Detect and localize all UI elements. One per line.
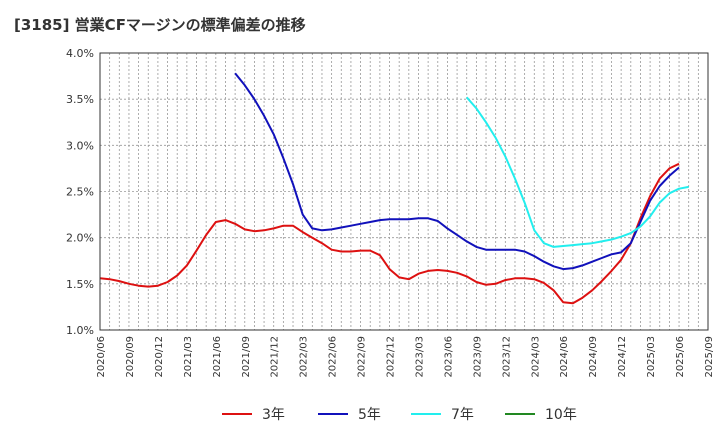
x-tick-label: 2020/06	[96, 336, 107, 378]
x-tick-label: 2021/09	[241, 336, 252, 378]
plot-frame	[99, 52, 709, 331]
y-tick-label: 2.0%	[66, 232, 94, 245]
legend-label-2: 7年	[451, 407, 474, 423]
grid	[100, 53, 708, 330]
x-tick-label: 2023/06	[443, 336, 454, 378]
legend-label-0: 3年	[262, 407, 285, 423]
x-tick-label: 2021/03	[183, 336, 194, 378]
series-line-2	[465, 96, 689, 248]
x-tick-label: 2024/12	[617, 336, 628, 378]
x-tick-label: 2022/12	[386, 336, 397, 378]
x-tick-label: 2025/09	[704, 336, 715, 378]
x-tick-label: 2022/09	[357, 336, 368, 378]
x-tick-label: 2023/12	[501, 336, 512, 378]
x-tick-label: 2021/12	[270, 336, 281, 378]
legend: 3年 5年 7年 10年	[222, 407, 577, 423]
y-tick-label: 4.0%	[66, 47, 94, 60]
series-line-1	[234, 72, 680, 271]
y-tick-label: 1.5%	[66, 278, 94, 291]
legend-label-1: 5年	[358, 407, 381, 423]
x-tick-label: 2025/03	[646, 336, 657, 378]
x-tick-label: 2023/09	[472, 336, 483, 378]
y-axis: 1.0% 1.5% 2.0% 2.5% 3.0% 3.5% 4.0%	[66, 47, 94, 337]
x-tick-label: 2024/09	[588, 336, 599, 378]
x-axis: 2020/06 2020/09 2020/12 2021/03 2021/06 2021/…	[96, 336, 715, 378]
x-tick-label: 2024/03	[530, 336, 541, 378]
series-lines	[99, 72, 689, 305]
chart-title: [3185] 営業CFマージンの標準偏差の推移	[14, 16, 306, 34]
x-tick-label: 2022/03	[299, 336, 310, 378]
x-tick-label: 2025/06	[675, 336, 686, 378]
x-tick-label: 2023/03	[414, 336, 425, 378]
x-tick-label: 2021/06	[212, 336, 223, 378]
legend-label-3: 10年	[545, 407, 577, 423]
x-tick-label: 2020/09	[125, 336, 136, 378]
x-tick-label: 2022/06	[328, 336, 339, 378]
y-tick-label: 2.5%	[66, 186, 94, 199]
x-tick-label: 2020/12	[154, 336, 165, 378]
x-tick-label: 2024/06	[559, 336, 570, 378]
y-tick-label: 1.0%	[66, 324, 94, 337]
y-tick-label: 3.0%	[66, 139, 94, 152]
y-tick-label: 3.5%	[66, 93, 94, 106]
series-line-0	[99, 162, 680, 305]
